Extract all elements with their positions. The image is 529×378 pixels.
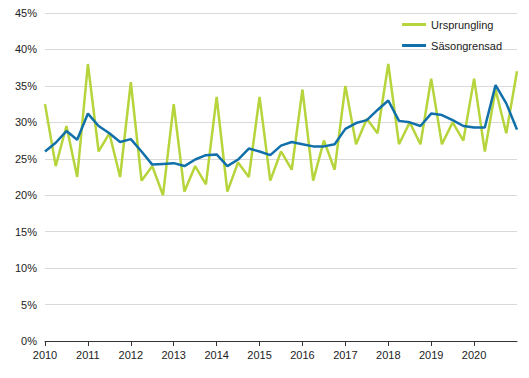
svg-text:0%: 0% <box>21 335 37 347</box>
svg-text:15%: 15% <box>15 226 37 238</box>
svg-text:2018: 2018 <box>376 349 400 361</box>
svg-text:20%: 20% <box>15 189 37 201</box>
svg-text:2011: 2011 <box>76 349 100 361</box>
svg-text:2012: 2012 <box>119 349 143 361</box>
svg-text:2017: 2017 <box>333 349 357 361</box>
svg-text:2016: 2016 <box>290 349 314 361</box>
svg-text:2010: 2010 <box>33 349 57 361</box>
svg-text:Ursprungling: Ursprungling <box>431 19 493 31</box>
svg-text:2015: 2015 <box>247 349 271 361</box>
svg-text:2019: 2019 <box>419 349 443 361</box>
svg-text:25%: 25% <box>15 153 37 165</box>
svg-text:45%: 45% <box>15 7 37 19</box>
svg-text:40%: 40% <box>15 43 37 55</box>
svg-text:35%: 35% <box>15 80 37 92</box>
svg-text:2020: 2020 <box>462 349 486 361</box>
svg-text:30%: 30% <box>15 116 37 128</box>
svg-text:10%: 10% <box>15 262 37 274</box>
svg-text:Säsongrensad: Säsongrensad <box>431 40 502 52</box>
svg-text:5%: 5% <box>21 299 37 311</box>
svg-text:2014: 2014 <box>204 349 228 361</box>
svg-text:2013: 2013 <box>161 349 185 361</box>
